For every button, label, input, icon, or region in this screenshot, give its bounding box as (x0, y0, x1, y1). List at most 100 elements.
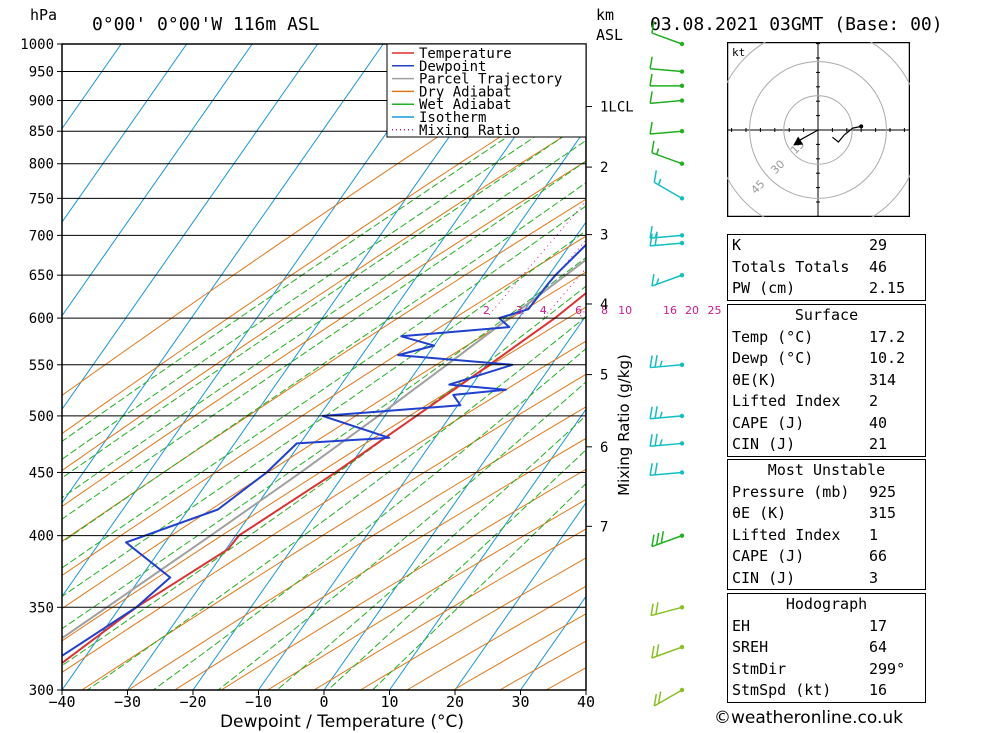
height-tick-label: 6 (600, 440, 608, 456)
wind-barb-flag (654, 433, 658, 446)
temperature-tick-label: 40 (577, 693, 595, 711)
wind-barb (649, 226, 685, 239)
wind-barb-flag (651, 645, 655, 659)
wind-barb-flag (649, 233, 653, 247)
wind-barb-shaft (650, 67, 683, 73)
wind-barb-flag (649, 434, 653, 447)
wind-barb-dot (679, 98, 685, 103)
temperature-line (62, 291, 586, 665)
height-tick-label: 5 (600, 368, 608, 384)
wind-barb-shaft (653, 181, 683, 200)
location-title: 0°00' 0°00'W 116m ASL (92, 14, 320, 35)
wind-barb-dot (679, 362, 685, 367)
wind-barb-shaft (651, 646, 683, 659)
wind-barb-dot (679, 240, 685, 246)
wind-barb (649, 406, 685, 420)
wind-barb-dot (679, 533, 685, 538)
isotherm-line (62, 44, 188, 224)
wind-barb-flag (649, 73, 653, 86)
wind-barb (649, 121, 685, 135)
wind-barb-flag (654, 355, 658, 368)
asl-label: ASL (596, 26, 623, 44)
wind-barbs (649, 20, 685, 707)
pressure-tick-label: 900 (29, 94, 54, 110)
index-row: StmDir 299° (732, 659, 906, 678)
pressure-tick-label: 800 (29, 157, 54, 173)
storm-motion-arrow (793, 136, 804, 146)
x-axis-label: Dewpoint / Temperature (°C) (220, 712, 464, 732)
wind-barb (651, 531, 685, 548)
mixing-ratio-label: 4 (540, 304, 547, 317)
height-tick-label: 2 (600, 160, 608, 176)
wind-barb-dot (679, 83, 685, 89)
wind-barb-flag (657, 178, 662, 186)
dewpoint-line (62, 243, 586, 657)
wind-barb-flag (655, 644, 660, 657)
wind-barb (649, 462, 685, 476)
wind-barb-flag (653, 170, 658, 183)
temperature-tick-label: 0 (319, 693, 328, 711)
copyright-footer[interactable]: ©weatheronline.co.uk (714, 708, 904, 728)
wind-barb-flag (659, 411, 663, 419)
wind-barb-dot (679, 687, 685, 693)
pressure-tick-label: 450 (29, 465, 54, 481)
wind-barb (649, 233, 685, 247)
legend-entry-label: Dewpoint (419, 59, 486, 75)
index-row: θE(K) 314 (732, 370, 897, 389)
pressure-tick-label: 700 (29, 228, 54, 244)
isotherm-line (192, 127, 586, 690)
wind-barb-flag (660, 531, 665, 544)
wind-barb-flag (657, 691, 662, 704)
pressure-tick-label: 1000 (20, 37, 54, 53)
wind-barb-flag (653, 693, 658, 707)
index-row: Pressure (mb) 925 (732, 482, 897, 501)
wind-barb (651, 644, 685, 659)
temperature-tick-label: 10 (380, 693, 398, 711)
wind-barb (653, 687, 685, 707)
wind-barb-flag (654, 233, 658, 246)
isotherm-line (62, 44, 122, 130)
temperature-tick-label: 30 (511, 693, 529, 711)
hodograph-table: Hodograph EH 17 SREH 64 StmDir 299° StmSpd … (727, 593, 926, 703)
wind-barb (649, 433, 685, 447)
hodograph-title: Hodograph (785, 595, 868, 613)
index-row: CIN (J) 3 (732, 568, 879, 587)
mixing-ratio-label: 16 (663, 304, 677, 317)
wind-barb-shaft (653, 689, 683, 707)
legend-entry-label: Parcel Trajectory (419, 72, 562, 88)
isotherm-line (454, 501, 586, 690)
wind-barb-shaft (651, 32, 683, 45)
isotherm-line (62, 44, 319, 411)
pressure-tick-label: 300 (29, 683, 54, 699)
dry-adiabat-line (62, 340, 586, 673)
legend-entry-label: Isotherm (419, 110, 486, 126)
isotherm-line (127, 44, 581, 690)
legend-box (386, 43, 587, 138)
wind-barb (651, 272, 685, 287)
wind-barb-flag (651, 273, 655, 287)
dry-adiabat-line (174, 437, 586, 690)
legend-entry-label: Wet Adiabat (419, 97, 512, 113)
wind-barb-dot (679, 41, 685, 47)
index-row: Lifted Index 2 (732, 392, 879, 410)
wet-adiabat-line (327, 449, 586, 690)
wind-barb-flag (649, 406, 653, 419)
wind-barb-shaft (651, 274, 683, 287)
wet-adiabat-line (62, 120, 586, 479)
temperature-tick-label: −10 (245, 693, 272, 711)
dry-adiabat-line (81, 373, 586, 690)
wet-adiabat-line (276, 415, 586, 690)
wet-adiabat-line (217, 381, 586, 690)
wind-barb-dot (679, 196, 685, 201)
pressure-tick-label: 750 (29, 191, 54, 207)
height-tick-label: 3 (600, 228, 608, 244)
wind-barb-dot (679, 161, 685, 166)
index-row: EH 17 (732, 616, 888, 635)
dry-adiabat-line (62, 306, 586, 642)
mixing-ratio-label: 20 (685, 304, 699, 317)
pressure-tick-label: 950 (29, 65, 54, 81)
wind-barb-shaft (651, 534, 683, 548)
wind-barb-dot (679, 272, 685, 278)
pressure-tick-label: 650 (29, 268, 54, 284)
